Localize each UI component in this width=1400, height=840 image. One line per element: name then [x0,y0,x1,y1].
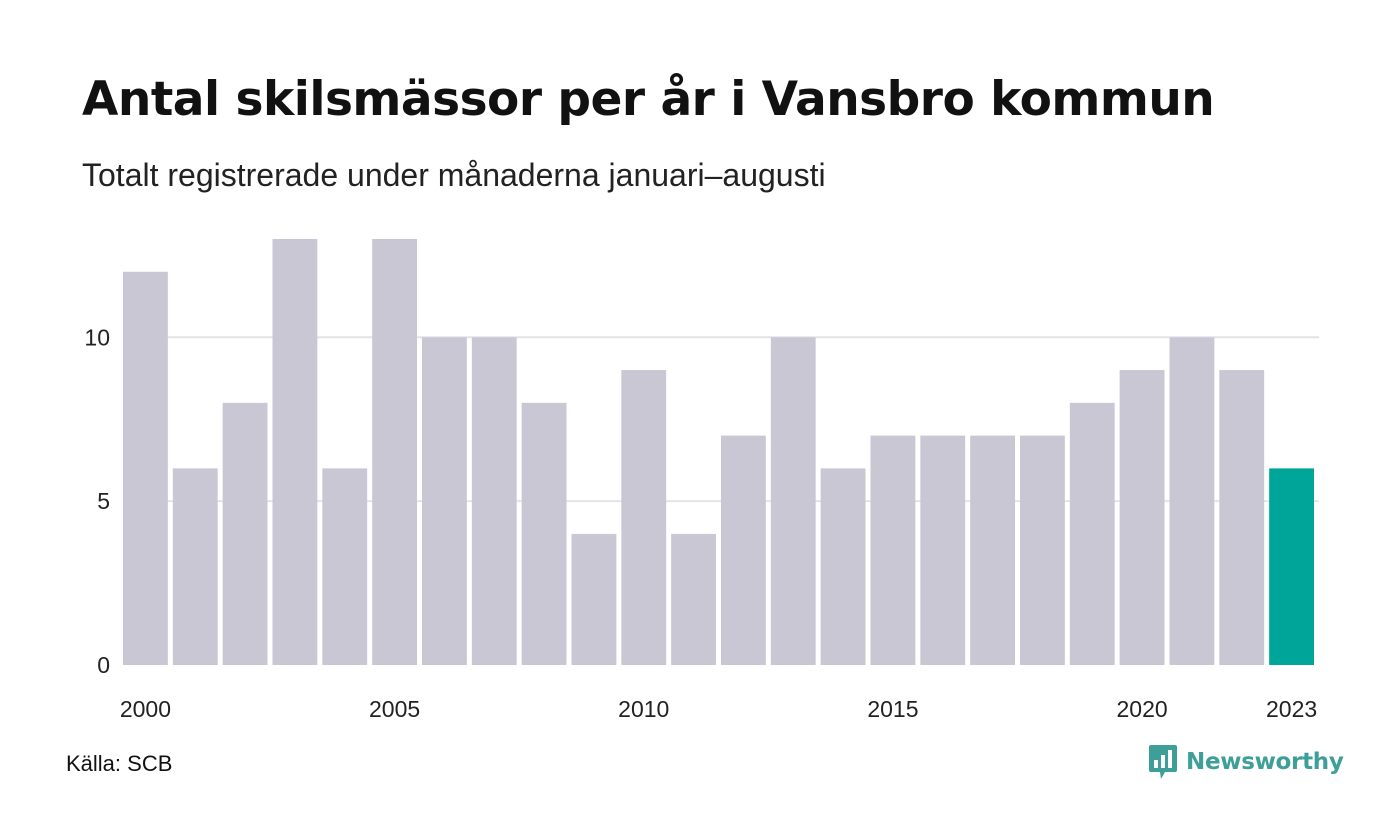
x-tick-label-2020: 2020 [1116,696,1167,722]
x-tick-label-2023: 2023 [1266,696,1317,722]
bar-2022 [1219,370,1265,665]
bar-2017 [970,435,1015,665]
chart-title: Antal skilsmässor per år i Vansbro kommu… [82,72,1215,127]
bar-2015 [870,435,916,665]
bar-2001 [172,468,218,665]
bar-2013 [770,337,816,665]
y-tick-label-5: 5 [97,488,110,514]
bar-2014 [820,468,866,665]
brand-name: Newsworthy [1186,749,1344,775]
y-tick-label-0: 0 [97,652,110,678]
source-note: Källa: SCB [66,751,173,776]
bar-2007 [471,337,517,665]
bar-2002 [222,402,268,665]
bars [123,239,1314,665]
chart-subtitle: Totalt registrerade under månaderna janu… [82,157,826,193]
bar-2021 [1169,337,1215,665]
bar-2009 [571,533,617,665]
bar-2006 [422,337,467,665]
x-tick-label-2015: 2015 [867,696,918,722]
bar-2019 [1069,402,1115,665]
bar-2005 [372,239,417,665]
x-tick-label-2010: 2010 [618,696,669,722]
bar-2000 [123,271,168,665]
x-axis-ticks: 2000 2005 2010 2015 2020 2023 [120,696,1317,722]
bar-2003 [272,239,318,665]
bar-2023 [1269,468,1314,665]
y-tick-label-10: 10 [84,324,110,350]
bar-2008 [521,402,567,665]
bar-2012 [721,435,766,665]
bar-2016 [920,435,966,665]
bar-2004 [322,468,368,665]
x-tick-label-2005: 2005 [369,696,420,722]
brand-logo[interactable]: Newsworthy [1148,742,1344,782]
bar-2020 [1119,370,1165,665]
x-tick-label-2000: 2000 [120,696,171,722]
bar-2010 [621,370,667,665]
y-axis-ticks: 0 5 10 [84,324,110,678]
bar-2011 [671,533,716,665]
bar-2018 [1020,435,1065,665]
chart-speech-bubble-icon [1149,745,1177,779]
